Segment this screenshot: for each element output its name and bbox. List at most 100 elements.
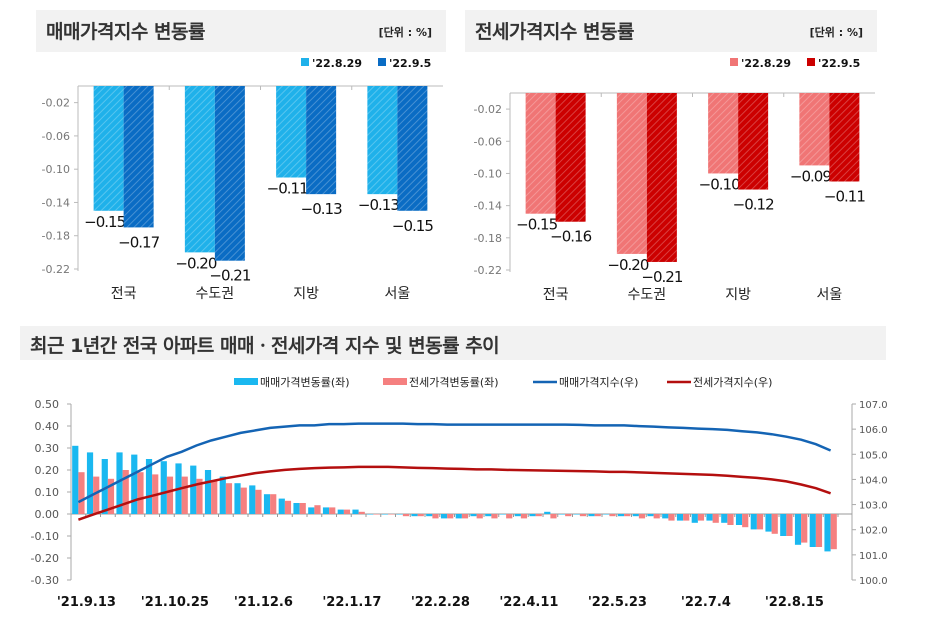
bar [579, 514, 587, 517]
bar [638, 514, 646, 519]
bar [131, 454, 138, 514]
bar [603, 514, 610, 515]
bar [86, 452, 94, 514]
x-tick-label: '22.2.28 [411, 595, 470, 610]
bar [204, 470, 212, 514]
bar [308, 507, 315, 514]
data-label: −0.13 [358, 196, 399, 214]
bar [461, 514, 469, 519]
bar [293, 503, 300, 514]
bar [750, 514, 757, 530]
right-tick-label: 104.0 [859, 475, 888, 486]
y-tick-label: -0.22 [42, 263, 70, 276]
legend-swatch [301, 58, 309, 66]
legend-swatch [234, 378, 258, 385]
bar-hatch [525, 93, 556, 214]
bar [742, 514, 749, 528]
category-label: 수도권 [196, 286, 235, 302]
y-tick-label: -0.06 [474, 135, 502, 148]
legend-swatch [807, 58, 815, 66]
bar-hatch [214, 86, 245, 261]
data-label: −0.16 [550, 228, 591, 246]
bar [721, 514, 728, 523]
bar [417, 514, 424, 517]
bar [491, 514, 498, 519]
right-tick-label: 102.0 [859, 526, 888, 537]
bar [653, 514, 660, 519]
bar [565, 514, 572, 517]
bar [101, 459, 108, 514]
x-tick-label: '21.9.13 [57, 595, 116, 610]
bar [343, 509, 351, 514]
bar [284, 500, 292, 514]
bar [706, 514, 713, 521]
legend-label: '22.9.5 [389, 57, 431, 70]
trend-chart-title: 최근 1년간 전국 아파트 매매ㆍ전세가격 지수 및 변동률 추이 [30, 335, 500, 357]
bar [609, 514, 616, 517]
left-tick-label: 0.10 [35, 486, 60, 499]
data-label: −0.11 [824, 188, 865, 206]
bar [765, 514, 772, 532]
legend-swatch [383, 378, 407, 385]
x-tick-label: '21.12.6 [234, 595, 293, 610]
bar-hatch [616, 93, 647, 254]
y-tick-label: -0.10 [42, 163, 70, 176]
jeonse-chart-unit: [단위 : %] [809, 26, 863, 39]
legend-label: 전세가격지수(우) [693, 376, 772, 389]
bar [352, 509, 359, 514]
bar [263, 494, 271, 514]
bar [506, 514, 513, 519]
bar [160, 461, 167, 514]
legend-label: '22.9.5 [818, 57, 860, 70]
bar [411, 514, 418, 517]
legend-label: '22.8.29 [741, 57, 791, 70]
bar [93, 476, 100, 514]
sales-chart-title: 매매가격지수 변동률 [46, 21, 205, 43]
bar [432, 514, 439, 519]
bar [712, 514, 719, 523]
data-label: −0.15 [392, 217, 433, 235]
bar [145, 459, 153, 514]
bar-hatch [397, 86, 428, 211]
bar [219, 476, 226, 514]
bar-hatch [93, 86, 124, 211]
bar [499, 514, 507, 515]
bar [367, 514, 374, 515]
left-tick-label: 0.50 [35, 398, 60, 411]
bar [662, 514, 669, 519]
bar [520, 514, 528, 519]
data-label: −0.15 [516, 216, 557, 234]
data-label: −0.10 [699, 175, 740, 193]
bar-hatch [829, 93, 860, 182]
bar [137, 472, 144, 514]
bar [485, 514, 492, 517]
bar [388, 514, 395, 515]
category-label: 서울 [816, 287, 842, 303]
bar-hatch [708, 93, 739, 174]
bar [181, 476, 188, 514]
bar [107, 478, 115, 514]
bar [550, 514, 557, 519]
bar [402, 514, 410, 517]
y-tick-label: -0.10 [474, 167, 502, 180]
legend-label: 매매가격지수(우) [559, 376, 638, 389]
bar [249, 485, 256, 514]
x-tick-label: '22.7.4 [681, 595, 731, 610]
category-label: 지방 [725, 287, 751, 303]
x-tick-label: '22.4.11 [499, 595, 558, 610]
bar [809, 514, 816, 547]
bar [529, 514, 536, 517]
left-tick-label: 0.00 [35, 508, 60, 521]
bar [691, 514, 698, 523]
bar [78, 472, 85, 514]
bar [558, 514, 566, 515]
bar [116, 452, 123, 514]
legend-swatch [730, 58, 738, 66]
x-tick-label: '22.1.17 [322, 595, 381, 610]
bar [514, 514, 521, 517]
index-line [77, 422, 832, 504]
bar [617, 514, 625, 517]
index-line [77, 465, 832, 521]
bar [771, 514, 778, 534]
